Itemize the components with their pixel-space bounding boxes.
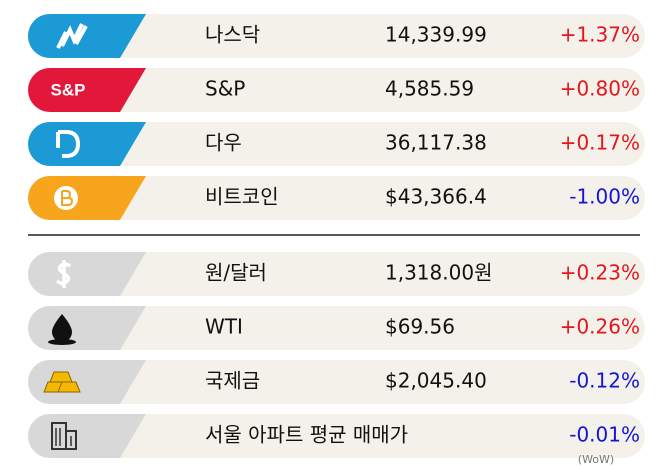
dow-logo <box>56 130 81 158</box>
row: WTI $69.56 +0.26% <box>28 306 645 350</box>
dollar-icon <box>55 260 72 288</box>
row-value: $69.56 <box>385 315 455 339</box>
row-name: 국제금 <box>205 369 260 393</box>
bitcoin-mark <box>61 190 74 206</box>
row-bg <box>28 360 645 404</box>
row: 원/달러 1,318.00원 +0.23% <box>28 252 645 296</box>
row-bg <box>28 306 645 350</box>
row-value: 36,117.38 <box>385 131 487 155</box>
row-change: +0.26% <box>560 315 640 339</box>
row-name: 서울 아파트 평균 매매가 <box>205 423 408 447</box>
nasdaq-logo <box>56 23 88 49</box>
row-name: 원/달러 <box>205 261 267 285</box>
gold-bar <box>57 381 81 393</box>
row-value: $43,366.4 <box>385 185 487 209</box>
row-bg <box>28 176 645 220</box>
row-note: (WoW) <box>578 453 614 466</box>
oil-puddle <box>48 339 76 345</box>
row-value: 1,318.00원 <box>385 261 492 285</box>
icon-tab <box>28 68 146 112</box>
row-change: +0.23% <box>560 261 640 285</box>
row-name: WTI <box>205 315 243 339</box>
building-icon <box>65 430 77 450</box>
row-change: -0.12% <box>569 369 640 393</box>
icon-tab <box>28 360 146 404</box>
row-bg <box>28 122 645 166</box>
row-name: S&P <box>205 77 245 101</box>
row: 서울 아파트 평균 매매가 -0.01% (WoW) <box>28 414 645 466</box>
row-change: +1.37% <box>560 23 640 47</box>
row-value: 14,339.99 <box>385 23 487 47</box>
row: 나스닥 14,339.99 +1.37% <box>28 14 645 58</box>
row-value: 4,585.59 <box>385 77 474 101</box>
icon-tab <box>28 176 146 220</box>
row-value: $2,045.40 <box>385 369 487 393</box>
row-bg <box>28 68 645 112</box>
row: 국제금 $2,045.40 -0.12% <box>28 360 645 404</box>
row: 다우 36,117.38 +0.17% <box>28 122 645 166</box>
row-change: -1.00% <box>569 185 640 209</box>
row-name: 다우 <box>205 131 242 155</box>
row-change: -0.01% <box>569 423 640 447</box>
sp-logo: S&P <box>51 80 86 99</box>
row: S&P S&P 4,585.59 +0.80% <box>28 68 645 112</box>
row-name: 비트코인 <box>205 185 279 209</box>
building-windows <box>55 428 72 446</box>
gold-bar <box>49 371 73 383</box>
row-change: +0.80% <box>560 77 640 101</box>
row-change: +0.17% <box>560 131 640 155</box>
row-name: 나스닥 <box>205 23 260 47</box>
icon-tab <box>28 252 146 296</box>
row-bg <box>28 252 645 296</box>
row-bg <box>28 414 645 458</box>
row: 비트코인 $43,366.4 -1.00% <box>28 176 645 220</box>
icon-tab <box>28 414 146 458</box>
oil-icon <box>52 314 72 342</box>
row-bg <box>28 14 645 58</box>
